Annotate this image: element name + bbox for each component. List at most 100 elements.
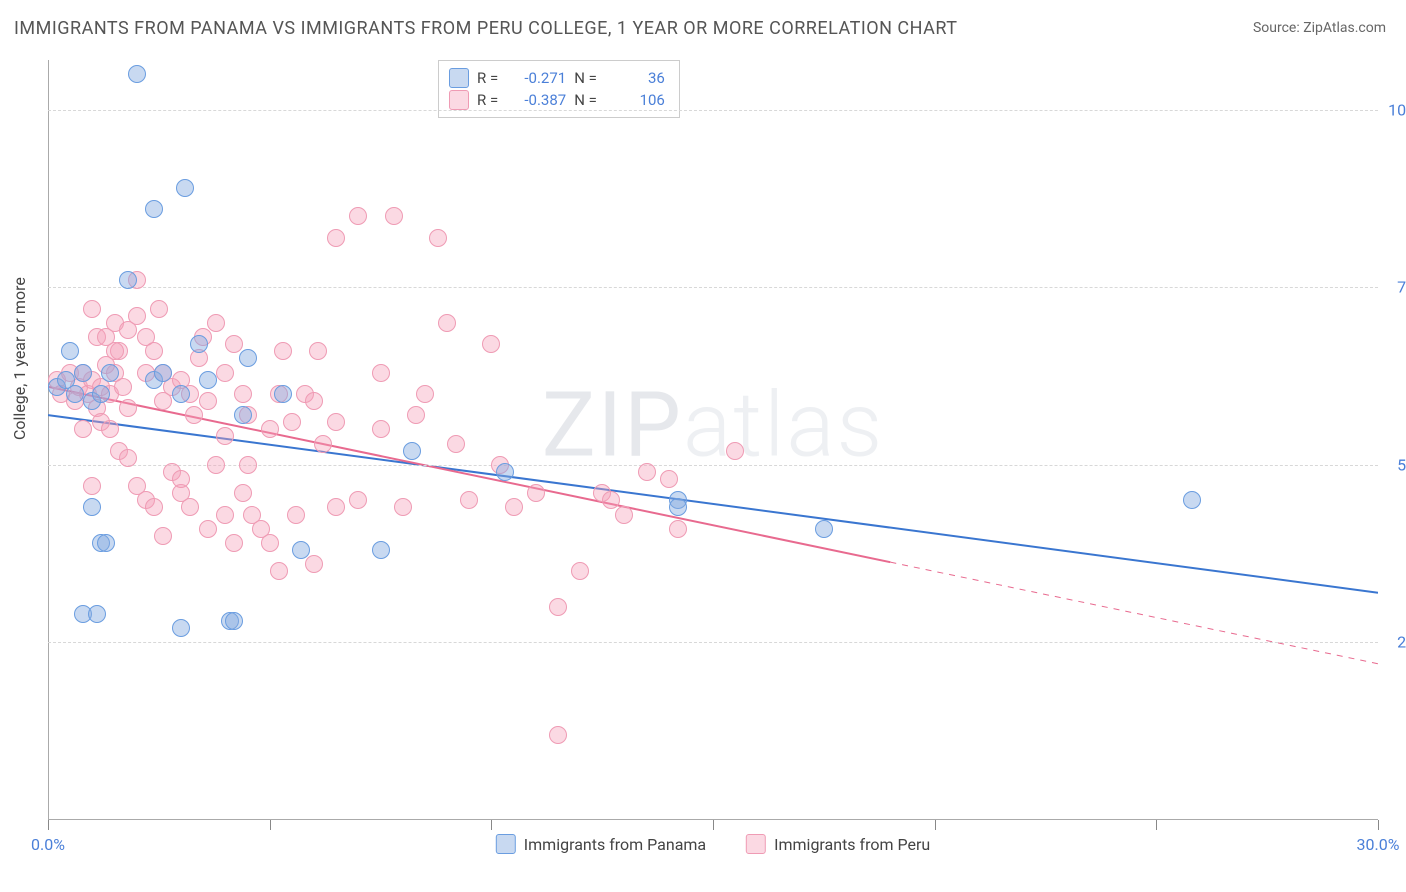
scatter-point xyxy=(106,342,124,360)
scatter-point xyxy=(327,229,345,247)
scatter-point xyxy=(669,520,687,538)
scatter-point xyxy=(199,392,217,410)
scatter-point xyxy=(292,541,310,559)
swatch-peru-icon xyxy=(746,834,766,854)
gridline-h xyxy=(48,287,1378,288)
scatter-point xyxy=(207,314,225,332)
x-tick-label: 0.0% xyxy=(31,835,65,854)
scatter-point xyxy=(176,179,194,197)
scatter-point xyxy=(101,364,119,382)
scatter-point xyxy=(349,491,367,509)
r-value-peru: -0.387 xyxy=(506,91,566,109)
scatter-point xyxy=(172,619,190,637)
scatter-point xyxy=(83,300,101,318)
scatter-point xyxy=(128,307,146,325)
scatter-point xyxy=(505,498,523,516)
scatter-point xyxy=(216,427,234,445)
scatter-point xyxy=(119,271,137,289)
swatch-panama-icon xyxy=(496,834,516,854)
y-tick-label: 100.0% xyxy=(1388,100,1406,119)
scatter-point xyxy=(261,534,279,552)
scatter-point xyxy=(407,406,425,424)
scatter-point xyxy=(274,385,292,403)
scatter-point xyxy=(726,442,744,460)
scatter-point xyxy=(225,612,243,630)
scatter-point xyxy=(327,498,345,516)
scatter-point xyxy=(638,463,656,481)
series-legend: Immigrants from Panama Immigrants from P… xyxy=(496,834,930,854)
scatter-point xyxy=(815,520,833,538)
n-label: N = xyxy=(574,69,597,87)
x-tick-mark xyxy=(1378,820,1379,830)
n-label: N = xyxy=(574,91,597,109)
n-value-peru: 106 xyxy=(605,91,665,109)
source-link[interactable]: ZipAtlas.com xyxy=(1303,20,1386,36)
scatter-point xyxy=(207,456,225,474)
source-label: Source: xyxy=(1253,20,1303,36)
scatter-point xyxy=(234,406,252,424)
scatter-point xyxy=(190,335,208,353)
scatter-point xyxy=(372,420,390,438)
scatter-point xyxy=(181,498,199,516)
scatter-point xyxy=(1183,491,1201,509)
scatter-point xyxy=(216,506,234,524)
scatter-point xyxy=(438,314,456,332)
scatter-point xyxy=(602,491,620,509)
scatter-point xyxy=(287,506,305,524)
scatter-point xyxy=(154,527,172,545)
scatter-point xyxy=(234,385,252,403)
scatter-point xyxy=(114,378,132,396)
scatter-point xyxy=(482,335,500,353)
scatter-point xyxy=(416,385,434,403)
scatter-point xyxy=(660,470,678,488)
scatter-point xyxy=(270,562,288,580)
legend-row-peru: R = -0.387 N = 106 xyxy=(449,89,665,111)
scatter-point xyxy=(429,229,447,247)
scatter-point xyxy=(154,364,172,382)
scatter-point xyxy=(372,364,390,382)
scatter-point xyxy=(549,598,567,616)
scatter-point xyxy=(314,435,332,453)
source-line: Source: ZipAtlas.com xyxy=(1253,20,1386,36)
x-tick-mark xyxy=(48,820,49,830)
scatter-point xyxy=(571,562,589,580)
legend-label-peru: Immigrants from Peru xyxy=(774,835,930,854)
scatter-point xyxy=(145,342,163,360)
scatter-point xyxy=(615,506,633,524)
r-label: R = xyxy=(477,69,498,87)
scatter-point xyxy=(460,491,478,509)
scatter-point xyxy=(283,413,301,431)
swatch-peru-icon xyxy=(449,90,469,110)
legend-item-panama: Immigrants from Panama xyxy=(496,834,706,854)
scatter-point xyxy=(92,385,110,403)
scatter-point xyxy=(447,435,465,453)
scatter-point xyxy=(309,342,327,360)
legend-row-panama: R = -0.271 N = 36 xyxy=(449,67,665,89)
x-tick-mark xyxy=(1156,820,1157,830)
y-axis-label: College, 1 year or more xyxy=(10,277,29,440)
r-label: R = xyxy=(477,91,498,109)
scatter-point xyxy=(74,364,92,382)
scatter-point xyxy=(150,300,168,318)
scatter-point xyxy=(145,200,163,218)
scatter-point xyxy=(305,555,323,573)
scatter-point xyxy=(66,385,84,403)
scatter-point xyxy=(216,364,234,382)
scatter-point xyxy=(394,498,412,516)
r-value-panama: -0.271 xyxy=(506,69,566,87)
scatter-point xyxy=(185,406,203,424)
y-tick-label: 50.0% xyxy=(1397,455,1406,474)
scatter-point xyxy=(385,207,403,225)
scatter-point xyxy=(239,349,257,367)
scatter-point xyxy=(349,207,367,225)
x-tick-mark xyxy=(713,820,714,830)
x-tick-label: 30.0% xyxy=(1357,835,1400,854)
plot-frame xyxy=(48,60,1378,820)
scatter-point xyxy=(61,342,79,360)
scatter-point xyxy=(101,420,119,438)
x-tick-mark xyxy=(935,820,936,830)
scatter-point xyxy=(239,456,257,474)
scatter-point xyxy=(83,477,101,495)
scatter-point xyxy=(274,342,292,360)
gridline-h xyxy=(48,642,1378,643)
